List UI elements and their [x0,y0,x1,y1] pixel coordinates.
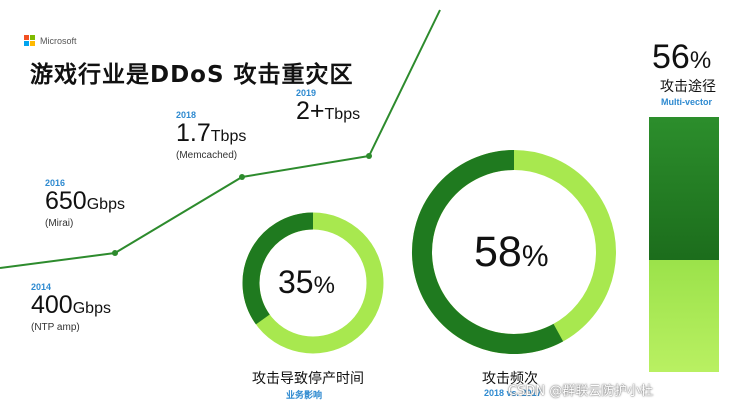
milestone-value: 1.7 [176,119,211,147]
milestone-year: 2018 [176,110,197,120]
growth-point-2019 [366,153,372,159]
growth-point-2016 [112,250,118,256]
milestone-note: (Mirai) [45,218,74,229]
vectors-label: 攻击途径 [660,79,716,95]
milestone-year: 2016 [45,178,66,188]
downtime-sub: 业务影响 [286,390,323,400]
milestone-value: 400 [31,291,73,319]
milestone-2014: 2014 400Gbps (NTP amp) [31,282,111,333]
downtime-percent: 35% [278,264,335,300]
milestone-2018: 2018 1.7Tbps (Memcached) [176,110,246,161]
vectors-bar [649,117,719,372]
vectors-bar-rest [649,260,719,372]
milestone-2016: 2016 650Gbps (Mirai) [45,178,125,229]
milestone-2019: 2019 2+Tbps [296,88,360,128]
milestone-note: (NTP amp) [31,322,80,333]
vectors-sub: Multi-vector [661,97,713,107]
vectors-percent: 56% [652,38,712,76]
milestone-note: (Memcached) [176,150,238,161]
downtime-label: 攻击导致停产时间 [252,371,364,387]
milestone-value: 650 [45,187,87,215]
milestone-unit: Gbps [86,196,125,213]
watermark-text: CSDN @群联云防护小杜 [508,384,654,399]
windows-logo-icon [24,35,35,46]
frequency-percent: 58% [474,228,549,276]
brand-name: Microsoft [40,35,77,46]
vectors-bar-fill [649,117,719,260]
milestone-unit: Gbps [72,300,111,317]
growth-point-2018 [239,174,245,180]
downtime-donut-arc [242,212,314,325]
frequency-label: 攻击频次 [482,371,538,387]
milestone-value: 2+ [296,97,325,125]
frequency-sub: 2018 vs. 2017 [484,388,542,398]
frequency-donut-arc [412,150,564,354]
microsoft-logo: Microsoft [24,35,77,46]
milestone-unit: Tbps [324,106,361,123]
milestone-year: 2019 [296,88,317,98]
milestone-unit: Tbps [210,128,247,145]
milestone-year: 2014 [31,282,52,292]
page-title: 游戏行业是DDoS 攻击重灾区 [30,62,354,88]
